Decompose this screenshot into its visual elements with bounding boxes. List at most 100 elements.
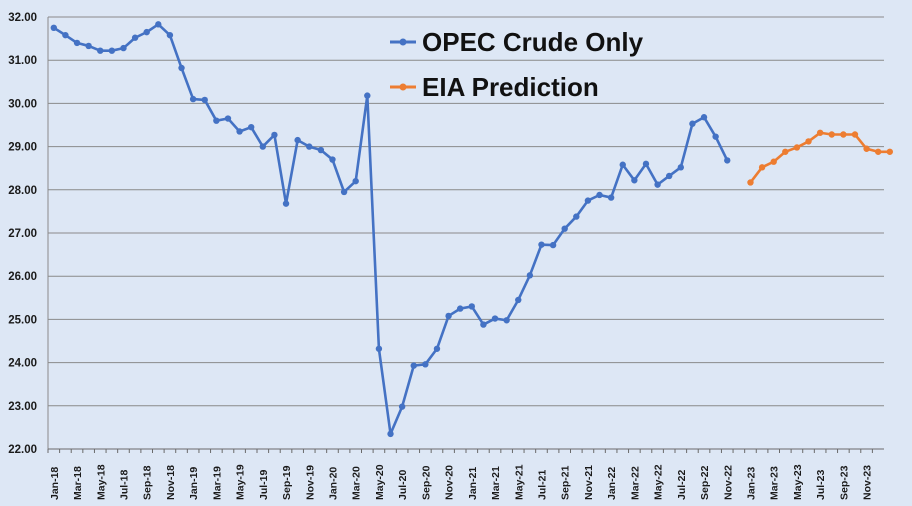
x-tick-label: Mar-21	[490, 466, 502, 500]
data-point-1	[828, 131, 835, 138]
x-tick-label: Sep-21	[560, 465, 572, 500]
data-point-0	[433, 345, 441, 352]
data-point-0	[224, 115, 232, 122]
data-point-0	[387, 430, 394, 438]
x-tick-label: Sep-23	[838, 465, 850, 500]
x-tick-label: Mar-18	[72, 466, 84, 500]
x-tick-label: Jan-19	[188, 467, 200, 500]
x-tick-label: Jul-20	[397, 469, 409, 500]
data-point-1	[874, 148, 882, 155]
gridlines	[48, 16, 884, 450]
x-tick-label: Sep-22	[699, 465, 711, 500]
y-axis: 22.00 23.00 24.00 25.00 26.00 27.00 28.00 29.00…	[8, 12, 49, 456]
data-point-0	[619, 161, 626, 168]
x-tick-label: May-23	[792, 464, 804, 500]
data-point-1	[770, 158, 777, 165]
x-tick-label: Jul-19	[258, 469, 270, 500]
data-point-0	[329, 156, 336, 163]
data-point-1	[782, 148, 789, 155]
data-point-1	[805, 138, 812, 145]
data-point-0	[480, 321, 487, 328]
y-tick-label: 28.00	[8, 185, 37, 197]
x-tick-label: Jul-18	[118, 469, 130, 500]
legend-label-opec: OPEC Crude Only	[422, 27, 644, 57]
data-point-0	[73, 39, 81, 47]
x-tick-label: Sep-19	[281, 465, 293, 500]
data-point-0	[468, 303, 476, 310]
data-point-0	[503, 317, 510, 324]
x-axis: Jan-18 Mar-18 May-18 Jul-18 Sep-18 Nov-18 Jan-…	[47, 448, 884, 500]
data-point-0	[654, 181, 661, 188]
data-point-0	[712, 133, 719, 140]
x-tick-label: Mar-19	[211, 466, 223, 500]
x-tick-label: Jan-20	[327, 467, 339, 500]
data-point-0	[422, 361, 429, 368]
x-tick-label: Jul-21	[536, 469, 548, 500]
y-tick-label: 22.00	[8, 444, 37, 456]
data-point-0	[247, 123, 255, 131]
data-point-0	[375, 345, 383, 352]
y-tick-label: 26.00	[8, 271, 37, 283]
data-point-1	[840, 131, 847, 138]
y-tick-label: 24.00	[8, 358, 37, 370]
data-point-0	[700, 114, 708, 121]
data-point-0	[526, 272, 534, 279]
data-point-0	[340, 188, 348, 196]
legend-marker-opec-dot	[399, 38, 407, 46]
y-tick-label: 31.00	[8, 55, 37, 67]
series-points	[50, 21, 894, 438]
x-tick-label: Sep-20	[420, 465, 432, 500]
y-tick-label: 27.00	[8, 228, 37, 240]
x-tick-label: May-20	[374, 464, 386, 500]
data-point-1	[886, 148, 894, 155]
x-tick-label: Nov-19	[304, 465, 316, 500]
data-point-0	[352, 177, 359, 185]
data-point-0	[398, 403, 406, 410]
data-point-0	[143, 28, 150, 36]
data-point-0	[62, 31, 69, 39]
data-point-0	[491, 315, 499, 322]
data-point-0	[294, 136, 301, 144]
data-point-0	[213, 117, 220, 124]
x-tick-label: May-18	[95, 464, 107, 500]
x-tick-label: Jul-23	[815, 469, 827, 500]
data-point-0	[189, 95, 197, 103]
data-point-0	[573, 213, 580, 220]
data-point-0	[271, 131, 278, 139]
data-point-0	[201, 96, 208, 104]
data-point-0	[596, 191, 603, 199]
data-point-0	[456, 305, 464, 312]
x-tick-label: Jul-22	[676, 469, 688, 500]
data-point-0	[155, 21, 162, 28]
data-point-0	[97, 47, 104, 54]
data-point-0	[538, 241, 545, 248]
data-point-0	[607, 194, 615, 201]
x-tick-label: Jan-23	[745, 467, 757, 500]
x-tick-label: May-21	[513, 464, 525, 500]
data-point-0	[166, 31, 174, 39]
data-point-1	[851, 131, 859, 138]
data-point-0	[584, 197, 592, 204]
data-point-0	[306, 143, 313, 150]
legend: OPEC Crude Only EIA Prediction	[390, 27, 644, 102]
legend-label-eia: EIA Prediction	[422, 72, 599, 102]
data-point-1	[758, 164, 766, 171]
data-point-0	[178, 64, 185, 72]
data-point-1	[863, 145, 870, 152]
data-point-0	[410, 362, 417, 369]
data-point-0	[724, 157, 731, 164]
x-tick-label: Mar-20	[351, 466, 363, 500]
data-point-0	[642, 160, 650, 168]
data-point-0	[689, 120, 696, 127]
x-tick-label: Jan-22	[606, 467, 618, 500]
y-tick-label: 29.00	[8, 142, 37, 154]
x-tick-label: Nov-18	[165, 465, 177, 500]
data-point-0	[236, 128, 243, 135]
data-point-0	[631, 177, 638, 184]
data-point-0	[445, 312, 452, 320]
data-point-0	[561, 225, 568, 232]
data-point-0	[515, 296, 522, 304]
data-point-1	[747, 179, 754, 186]
data-point-0	[120, 44, 127, 52]
data-point-0	[131, 34, 139, 41]
